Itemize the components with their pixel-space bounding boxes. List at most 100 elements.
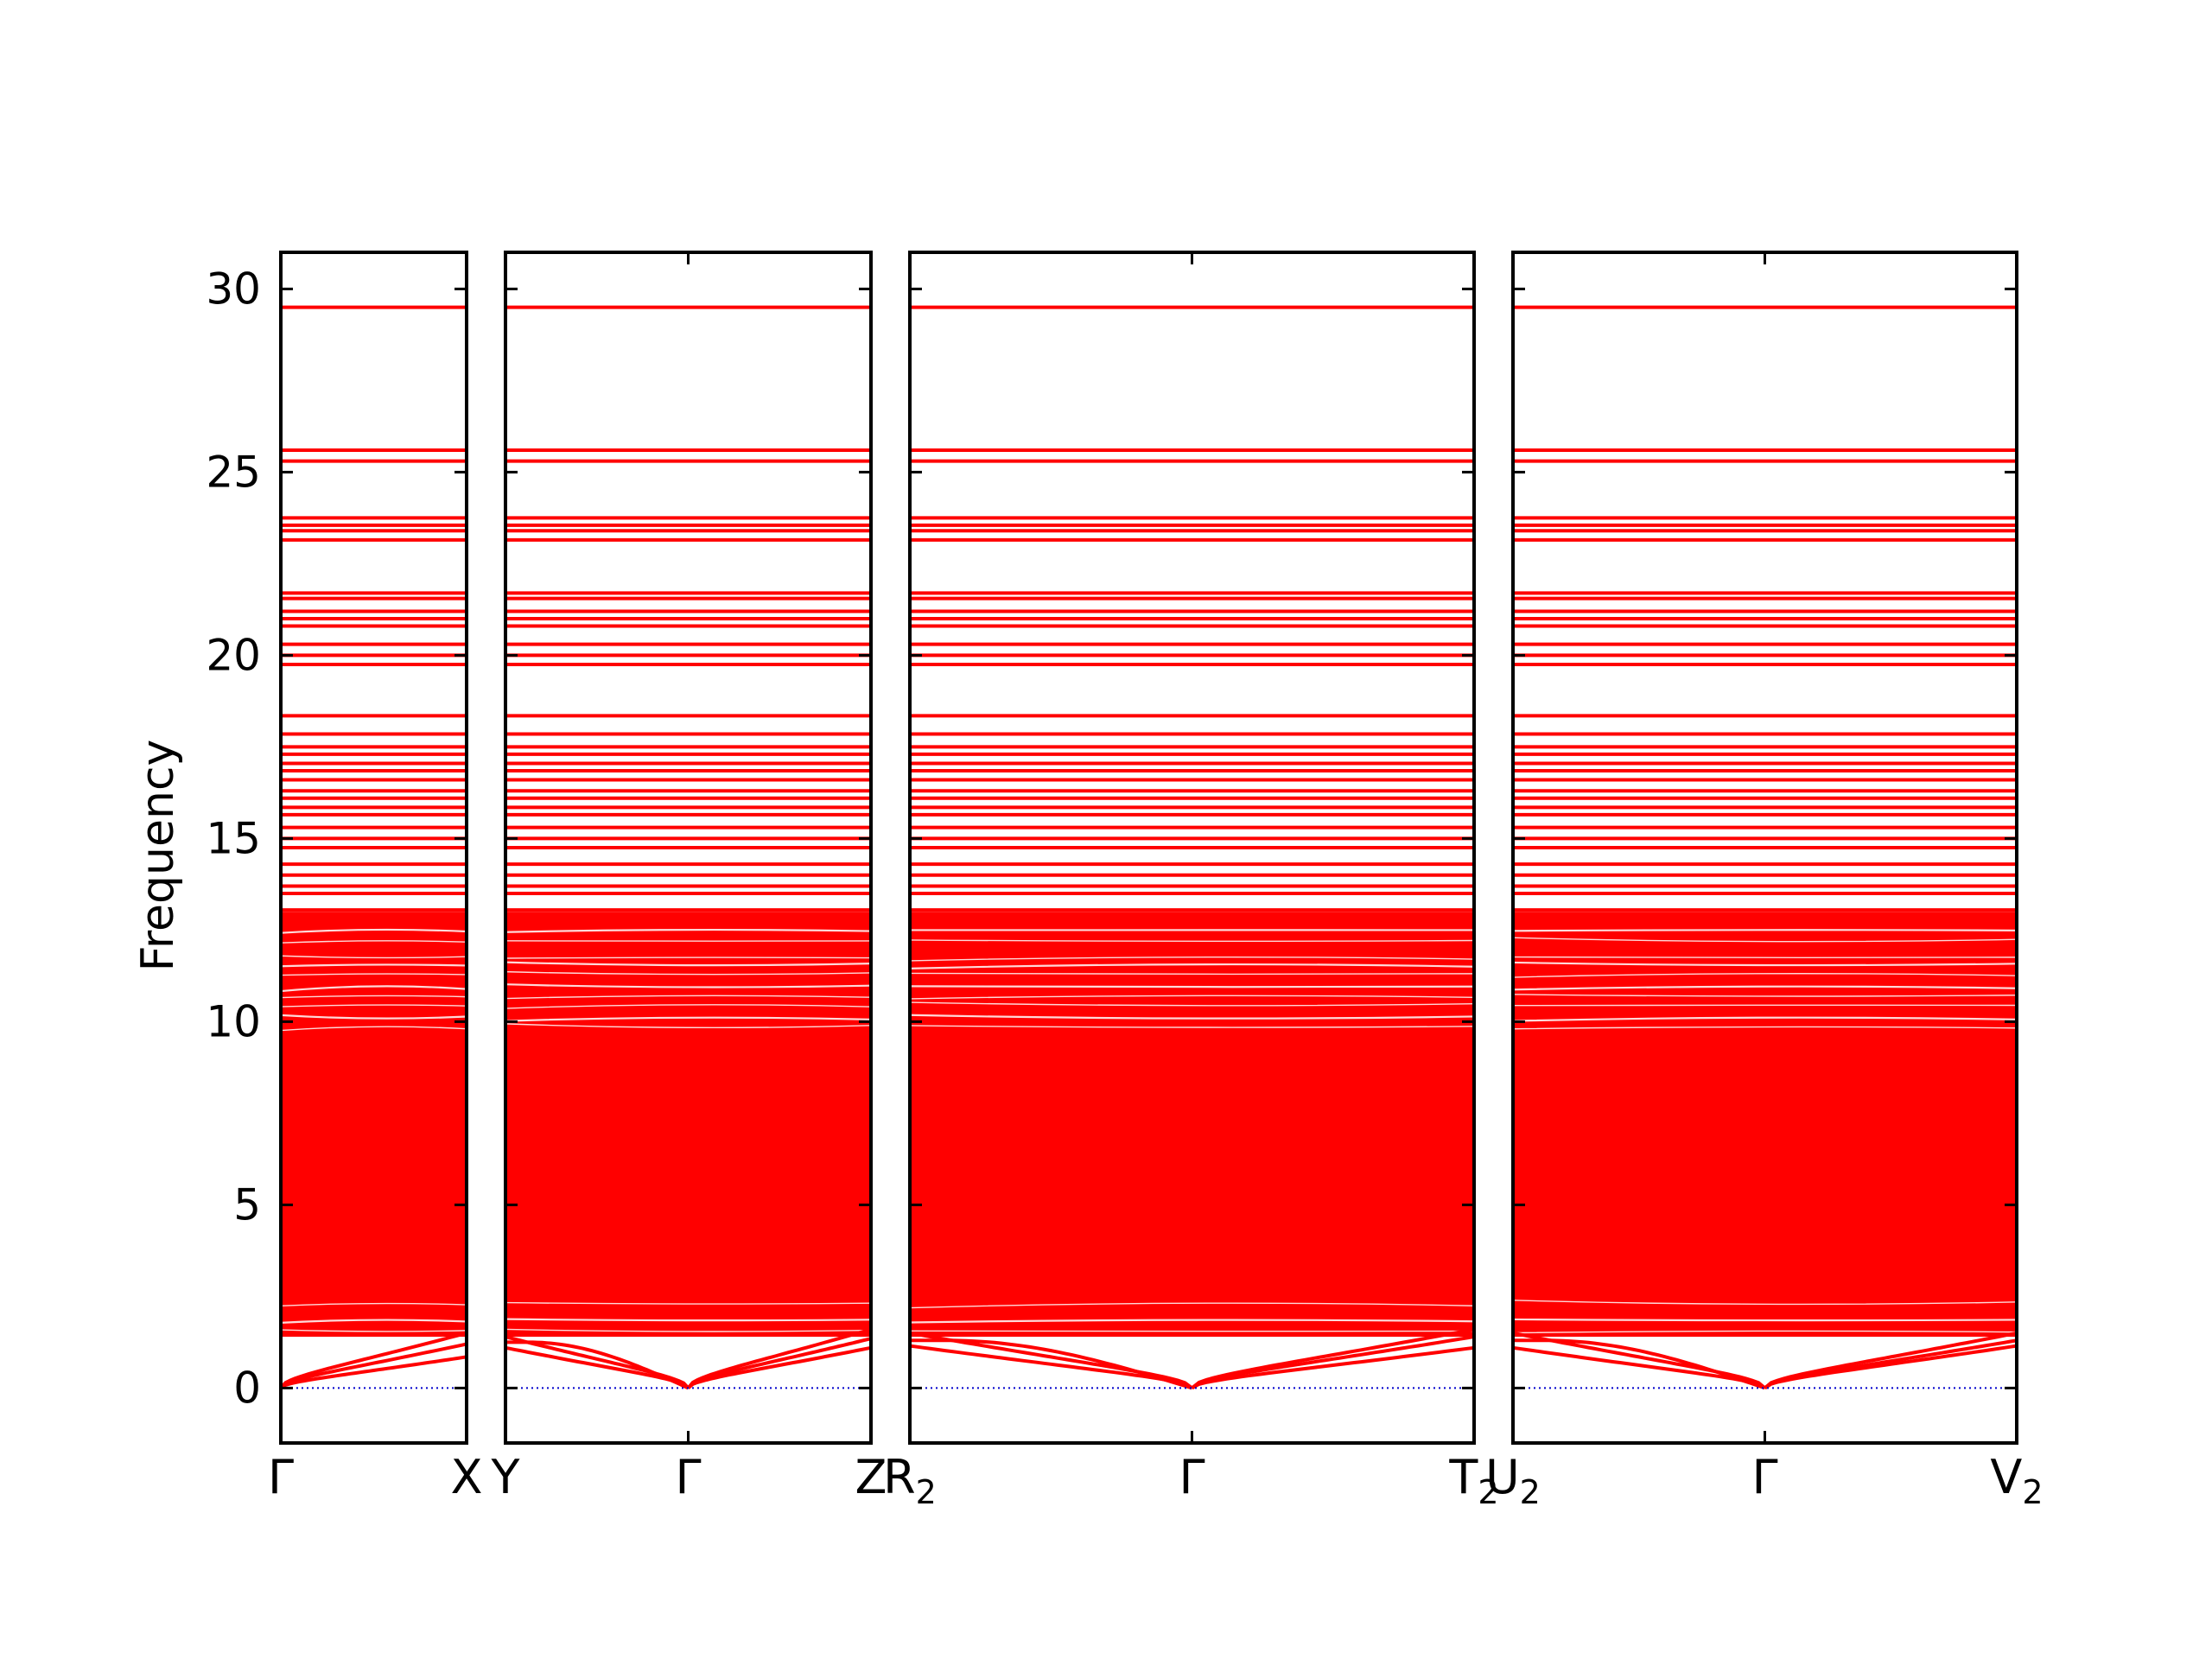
band-gap-line — [505, 983, 871, 988]
band-gap-line — [281, 1026, 467, 1032]
dense-band-block — [281, 912, 467, 1338]
band-gap-line — [910, 939, 1474, 942]
kpoint-label-mid: Γ — [1179, 1450, 1205, 1504]
panel-frame — [279, 251, 468, 1445]
band-gap-line — [505, 928, 871, 933]
acoustic-branch — [505, 1345, 690, 1389]
panel-3: R2 Γ T2 — [883, 251, 1499, 1511]
band-gap-line — [1513, 1016, 2017, 1022]
acoustic-branch — [281, 1355, 467, 1390]
band-gap-line — [281, 963, 467, 968]
acoustic-branch — [1191, 1327, 1474, 1389]
acoustic-branch — [281, 1342, 467, 1389]
dense-band-block — [910, 912, 1474, 1338]
band-gap-line — [505, 995, 871, 1000]
band-gap-line — [1513, 1026, 2017, 1030]
dense-band-block — [1513, 912, 2017, 1338]
band-gap-line — [910, 985, 1474, 988]
y-tick-label: 30 — [206, 264, 261, 314]
band-gap-line — [910, 995, 1474, 1000]
panel-4-bands — [1513, 305, 2017, 1390]
band-gap-line — [281, 1319, 467, 1324]
dense-band-block — [505, 912, 871, 1338]
acoustic-branch — [1764, 1338, 2017, 1390]
y-tick-label: 25 — [206, 447, 261, 497]
band-gap-line — [281, 940, 467, 944]
kpoint-label-mid: Γ — [675, 1450, 701, 1504]
band-gap-line — [281, 973, 467, 976]
kpoint-label-end: T2 — [1448, 1450, 1498, 1511]
band-gap-line — [281, 928, 467, 934]
kpoint-label-start: R2 — [883, 1450, 937, 1511]
acoustic-branch — [910, 1344, 1193, 1390]
panel-2-bands — [505, 305, 871, 1390]
band-gap-line — [281, 1004, 467, 1007]
y-tick-label: 0 — [233, 1363, 261, 1413]
acoustic-branch — [1764, 1331, 2017, 1389]
panel-4: U2 Γ V2 — [1485, 251, 2044, 1511]
band-gap-line — [1513, 994, 2017, 997]
acoustic-branch — [505, 1335, 690, 1389]
panel-3-bands — [910, 305, 1474, 1390]
acoustic-branch — [686, 1327, 871, 1389]
kpoint-label-end: Z — [855, 1450, 887, 1504]
band-gap-line — [505, 1023, 871, 1029]
band-gap-line — [910, 956, 1474, 962]
y-axis: 0 5 10 15 20 25 30 — [206, 264, 261, 1413]
y-tick-label: 5 — [233, 1179, 261, 1230]
band-gap-line — [1513, 1318, 2017, 1322]
band-gap-line — [1513, 956, 2017, 958]
band-gap-line — [910, 1001, 1474, 1007]
band-gap-line — [505, 957, 871, 959]
acoustic-branch — [1513, 1331, 1766, 1389]
kpoint-label-end: X — [451, 1450, 483, 1504]
band-gap-line — [910, 1014, 1474, 1020]
acoustic-branch — [1191, 1335, 1474, 1390]
y-tick-label: 20 — [206, 630, 261, 680]
kpoint-label-start: U2 — [1485, 1450, 1541, 1511]
band-gap-line — [505, 1016, 871, 1022]
panel-1-bands — [281, 305, 467, 1390]
band-gap-line — [281, 1329, 467, 1332]
kpoint-label-mid: Γ — [1751, 1450, 1777, 1504]
band-gap-line — [281, 955, 467, 959]
band-gap-line — [505, 1004, 871, 1009]
acoustic-branch — [910, 1331, 1193, 1390]
band-gap-line — [910, 1025, 1474, 1028]
acoustic-branch — [687, 1345, 871, 1389]
band-gap-line — [1513, 961, 2017, 967]
acoustic-branch — [1764, 1344, 2017, 1390]
acoustic-branch — [1513, 1345, 1766, 1390]
y-axis-label: Frequency — [132, 740, 184, 972]
band-gap-line — [505, 970, 871, 976]
band-gap-line — [1513, 973, 2017, 978]
band-gap-line — [1513, 937, 2017, 943]
band-gap-line — [910, 963, 1474, 969]
acoustic-branch — [281, 1331, 467, 1389]
band-gap-line — [1513, 1300, 2017, 1306]
y-tick-label: 15 — [206, 813, 261, 863]
band-gap-line — [281, 1014, 467, 1020]
band-gap-line — [910, 1302, 1474, 1309]
band-gap-line — [281, 1302, 467, 1306]
band-gap-line — [505, 1328, 871, 1332]
band-gap-line — [910, 972, 1474, 976]
band-gap-line — [910, 1319, 1474, 1324]
band-gap-line — [1513, 1330, 2017, 1334]
y-tick-label: 10 — [206, 996, 261, 1046]
band-gap-line — [505, 961, 871, 967]
band-gap-line — [281, 985, 467, 993]
band-gap-line — [1513, 985, 2017, 991]
acoustic-branch — [687, 1337, 871, 1389]
kpoint-label-start: Y — [491, 1450, 521, 1504]
band-gap-line — [505, 1318, 871, 1322]
acoustic-branch — [1191, 1345, 1474, 1390]
kpoint-label-start: Γ — [268, 1450, 294, 1504]
band-gap-line — [505, 1301, 871, 1305]
band-gap-line — [1513, 929, 2017, 932]
kpoint-label-end: V2 — [1990, 1450, 2043, 1511]
